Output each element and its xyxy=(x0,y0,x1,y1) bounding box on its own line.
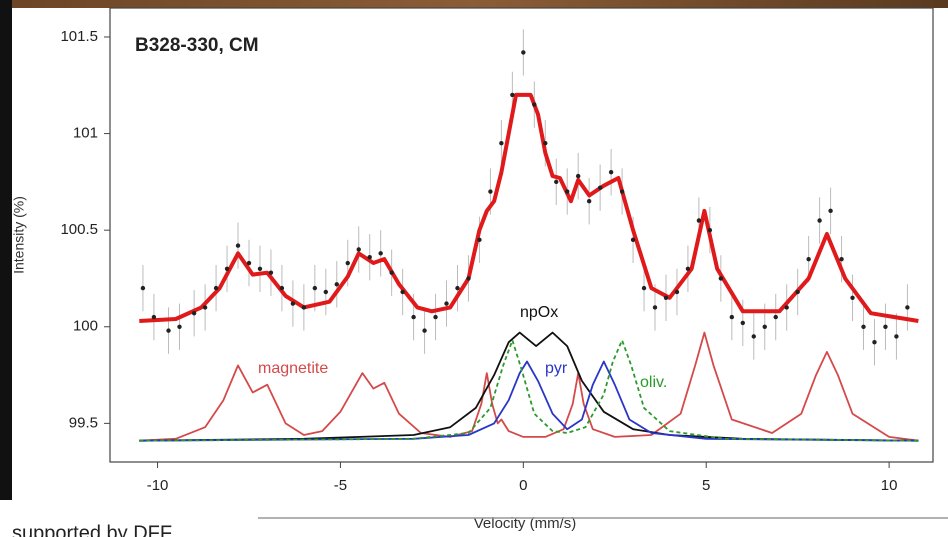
x-tick-label: 0 xyxy=(519,477,527,494)
y-axis-label: Intensity (%) xyxy=(11,196,27,274)
data-point xyxy=(532,102,537,107)
data-point xyxy=(718,276,724,281)
data-point xyxy=(323,289,329,295)
data-point xyxy=(213,285,219,291)
data-point xyxy=(828,208,833,214)
x-tick-label: 10 xyxy=(881,477,898,494)
data-point xyxy=(151,314,157,320)
x-tick-label: -10 xyxy=(147,477,169,494)
data-point xyxy=(510,92,515,98)
data-point xyxy=(784,305,789,310)
data-point xyxy=(630,237,636,243)
data-point xyxy=(872,340,877,345)
data-point xyxy=(378,251,383,256)
data-point xyxy=(861,324,866,329)
background-strip xyxy=(0,0,12,500)
data-point xyxy=(795,289,800,295)
chart-title: B328-330, CM xyxy=(135,35,259,56)
data-point xyxy=(773,314,778,320)
x-tick-label: -5 xyxy=(334,477,347,494)
data-point xyxy=(499,141,504,146)
data-point xyxy=(850,295,855,300)
data-point xyxy=(817,218,822,223)
data-point xyxy=(839,256,844,262)
data-point xyxy=(345,260,350,266)
data-point xyxy=(202,305,208,310)
data-point xyxy=(166,328,171,333)
data-point xyxy=(301,305,307,310)
data-point xyxy=(883,324,888,329)
data-point xyxy=(257,266,263,272)
data-point xyxy=(334,282,339,287)
data-point xyxy=(455,285,460,291)
data-point xyxy=(554,179,559,185)
series-line xyxy=(139,360,919,442)
data-point xyxy=(389,270,394,275)
data-point xyxy=(652,305,658,310)
x-tick-label: 5 xyxy=(702,477,710,494)
data-point xyxy=(685,266,691,272)
data-point xyxy=(312,285,318,291)
footer-text: supported by DFF xyxy=(12,522,172,537)
data-point xyxy=(707,227,713,233)
data-point xyxy=(521,50,526,55)
data-point xyxy=(235,243,241,248)
data-point xyxy=(477,237,482,243)
y-tick-label: 101.5 xyxy=(60,28,98,45)
data-point xyxy=(400,289,405,295)
series-line xyxy=(139,339,919,442)
data-point xyxy=(543,141,548,146)
data-point xyxy=(565,189,570,194)
data-point xyxy=(356,247,361,252)
data-point xyxy=(674,289,680,295)
data-point xyxy=(729,314,735,320)
data-point xyxy=(641,285,647,291)
series-line xyxy=(139,92,919,323)
data-point xyxy=(894,334,899,339)
annotation: npOx xyxy=(520,304,558,321)
x-axis-label: Velocity (mm/s) xyxy=(474,515,577,532)
y-tick-label: 100 xyxy=(73,318,98,335)
annotation: pyr xyxy=(545,360,568,377)
y-tick-label: 100.5 xyxy=(60,221,98,238)
data-point xyxy=(224,266,230,272)
data-point xyxy=(597,185,603,190)
data-point xyxy=(466,276,471,281)
data-point xyxy=(422,328,427,333)
data-point xyxy=(586,198,592,204)
data-point xyxy=(290,301,296,306)
data-point xyxy=(246,260,252,266)
data-point xyxy=(444,301,449,306)
series-line xyxy=(139,331,919,442)
y-tick-label: 99.5 xyxy=(69,414,98,431)
data-point xyxy=(140,285,146,291)
data-point xyxy=(696,218,702,223)
data-point xyxy=(268,270,274,275)
data-point xyxy=(575,173,581,179)
plot-frame xyxy=(109,7,934,463)
annotation: oliv. xyxy=(640,374,667,391)
data-point xyxy=(762,324,767,329)
data-point xyxy=(740,320,745,326)
chart-background xyxy=(12,8,948,500)
data-point xyxy=(279,285,285,291)
data-point xyxy=(191,311,197,316)
data-point xyxy=(663,295,669,300)
data-point xyxy=(905,305,910,310)
data-point xyxy=(488,189,493,194)
annotation: magnetite xyxy=(258,360,328,377)
data-point xyxy=(619,189,625,194)
data-point xyxy=(751,334,756,339)
data-point xyxy=(608,170,614,175)
data-point xyxy=(367,255,372,260)
background-strip xyxy=(0,0,948,10)
data-point xyxy=(411,314,416,320)
y-tick-label: 101 xyxy=(73,125,98,142)
data-point xyxy=(433,314,438,320)
data-point xyxy=(806,256,811,262)
data-point xyxy=(177,324,182,329)
series-line xyxy=(139,331,919,442)
